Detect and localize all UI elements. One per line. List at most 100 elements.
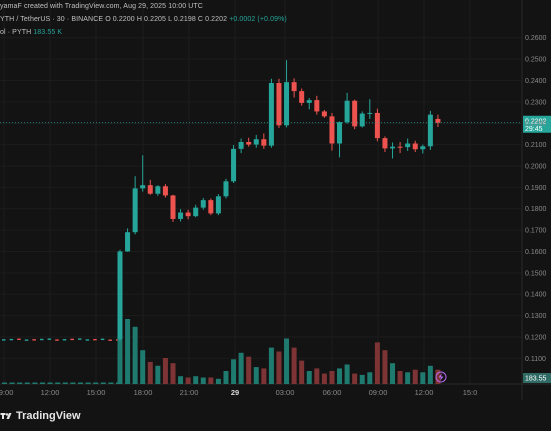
candle [299,88,305,106]
time-tick-label: 15:0 [463,388,478,397]
candle-body [291,82,297,92]
price-tick-label: 0.1800 [525,206,547,213]
volume-bar [427,365,433,384]
candle [344,92,350,124]
candle [321,109,327,118]
candle [178,209,184,222]
time-tick-label: 09:00 [0,388,13,397]
price-tick-label: 0.1200 [525,334,547,341]
volume-bar [40,382,45,384]
candle [246,137,252,147]
volume-bar [344,364,350,384]
candle-body [261,139,267,146]
candle-body [314,100,320,112]
volume-bar [185,377,191,384]
brand-name: TradingView [16,410,81,422]
volume-bar [405,372,411,384]
candle [162,184,168,198]
candle [306,97,312,110]
volume-legend[interactable]: ol · PYTH 183.55 K [0,29,62,36]
candle [215,194,221,216]
volume-bar [108,382,114,384]
volume-bar [367,372,373,384]
candle-body [367,112,373,114]
alert-icon-bolt [438,373,444,381]
price-tick-label: 0.1500 [525,270,547,277]
candle [329,112,335,151]
candle [390,142,396,159]
candle-body [178,212,184,219]
candle-body [155,186,161,194]
volume-value: 183.55 K [33,29,63,36]
candle-body [185,212,191,217]
volume-bar [359,374,365,384]
price-tick-label: 0.1400 [525,292,547,299]
candle [276,78,282,128]
time-axis[interactable]: 09:00 12:00 15:00 18:00 21:00 29 03:00 06:00 09:… [0,388,477,397]
candle [147,179,153,195]
candle-body [390,146,396,149]
candle [193,204,199,218]
candle-body [200,200,206,208]
price-tick-label: 0.2000 [525,163,547,170]
volume-bar [2,382,7,384]
price-tick-label: 0.2600 [525,35,547,42]
volume-bar [337,368,343,384]
price-axis[interactable]: 0.2600 0.2500 0.2400 0.2300 0.2200 0.2100 0.20… [525,35,547,363]
candle [155,185,161,196]
volume-bar [24,382,30,384]
candlesticks[interactable] [117,60,441,342]
volume-bar [238,352,244,384]
candle [208,198,214,216]
volume-bar [93,382,99,384]
candle-body [215,196,221,214]
time-tick-label: 29 [231,388,239,397]
volume-bar [291,347,297,384]
volume-bar [200,377,206,384]
candle-body [337,122,343,144]
symbol-legend[interactable]: YTH / TetherUS · 30 · BINANCE O 0.2200 H… [0,16,287,23]
candle [132,176,138,235]
volume-bar [100,382,106,384]
candle [291,78,297,98]
volume-bar [261,368,267,384]
price-tick-label: 0.2200 [525,121,547,128]
volume-bar [390,363,396,384]
candle-body [344,100,350,123]
candle-body [170,195,176,219]
candle-body [193,207,199,217]
volume-bar [140,350,146,384]
candle-body [382,138,388,149]
candle-body [435,118,441,123]
time-tick-label: 12:00 [41,388,60,397]
price-tick-label: 0.2400 [525,78,547,85]
candle [125,228,131,252]
volume-bar [374,342,380,384]
candle-body [238,141,244,149]
credit-text: yamaF created with TradingView.com, Aug … [0,3,203,10]
candle [314,95,320,115]
time-tick-label: 18:00 [134,388,153,397]
countdown-label: 29:45 [525,126,543,133]
volume-bar [85,382,91,384]
time-tick-label: 21:00 [180,388,199,397]
volume-bar [382,350,388,384]
candle-body [268,83,274,146]
volume-bar [223,371,229,384]
candle [405,138,411,151]
volume-bar [352,373,358,384]
volume-bar [17,382,23,384]
volume-bar [420,372,426,384]
tradingview-brand[interactable]: TradingView [0,406,81,426]
candle [352,99,358,130]
volume-bar [321,373,327,384]
candle-body [208,200,214,214]
candle [140,155,146,192]
candle-body [412,143,418,150]
candle-body [405,143,411,148]
volume-bar [306,371,312,384]
volume-bar [284,338,290,384]
candle-body [359,113,365,127]
volume-bar [170,363,176,384]
